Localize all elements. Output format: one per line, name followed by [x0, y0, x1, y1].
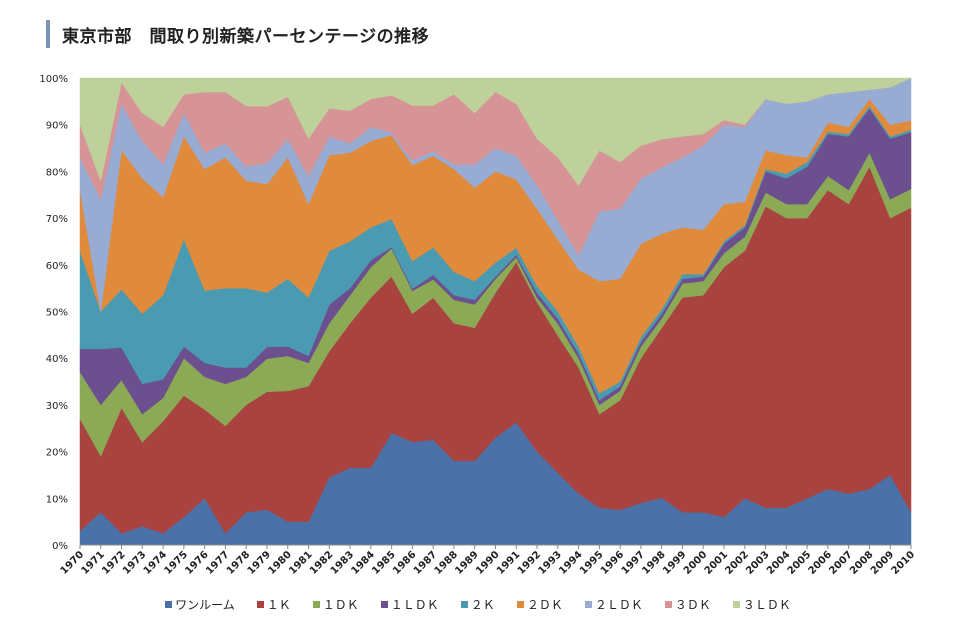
legend-swatch [380, 601, 388, 608]
legend-item: ワンルーム [165, 596, 235, 613]
y-tick-label: 50% [46, 308, 68, 319]
y-tick-label: 0% [52, 541, 68, 552]
x-tick-label: 2010 [890, 549, 917, 576]
legend-label: ３ＤＫ [674, 598, 711, 612]
legend-label: ２ＬＤＫ [594, 598, 643, 612]
chart-title-block: 東京市部 間取り別新築パーセンテージの推移 [46, 20, 429, 48]
legend-item: １ＬＤＫ [380, 596, 439, 613]
legend-item: ３ＬＤＫ [732, 596, 791, 613]
y-tick-label: 100% [39, 74, 68, 85]
legend-item: ２ＬＤＫ [584, 596, 643, 613]
y-tick-label: 40% [46, 354, 68, 365]
legend-label: ３ＬＤＫ [742, 598, 791, 612]
legend-swatch [460, 601, 468, 608]
legend-label: １ＬＤＫ [390, 598, 439, 612]
legend: ワンルーム １Ｋ １ＤＫ １ＬＤＫ ２Ｋ ２ＤＫ ２ＬＤＫ ３ＤＫ ３ＬＤＫ [0, 596, 956, 613]
chart-title: 東京市部 間取り別新築パーセンテージの推移 [62, 26, 430, 47]
legend-item: ２ＤＫ [516, 596, 563, 613]
area-series-8 [79, 77, 912, 186]
y-tick-label: 20% [46, 448, 68, 459]
legend-item: １ＤＫ [312, 596, 359, 613]
legend-label: ２ＤＫ [526, 598, 563, 612]
y-tick-label: 90% [46, 121, 68, 132]
y-tick-label: 10% [46, 494, 68, 505]
legend-swatch [584, 601, 592, 608]
legend-swatch [664, 601, 672, 608]
legend-label: ワンルーム [175, 598, 235, 612]
legend-item: ３ＤＫ [664, 596, 711, 613]
legend-item: ２Ｋ [460, 596, 495, 613]
y-tick-label: 60% [46, 261, 68, 272]
legend-swatch [256, 601, 264, 608]
legend-label: ２Ｋ [470, 598, 495, 612]
area-layers [79, 77, 912, 546]
legend-swatch [732, 601, 740, 608]
y-tick-label: 30% [46, 401, 68, 412]
legend-swatch [312, 601, 320, 608]
legend-label: １Ｋ [266, 598, 291, 612]
y-tick-label: 70% [46, 214, 68, 225]
legend-label: １ＤＫ [322, 598, 359, 612]
legend-swatch [165, 601, 173, 608]
legend-item: １Ｋ [256, 596, 291, 613]
legend-swatch [516, 601, 524, 608]
title-accent-bar [46, 20, 50, 48]
y-tick-label: 80% [46, 167, 68, 178]
